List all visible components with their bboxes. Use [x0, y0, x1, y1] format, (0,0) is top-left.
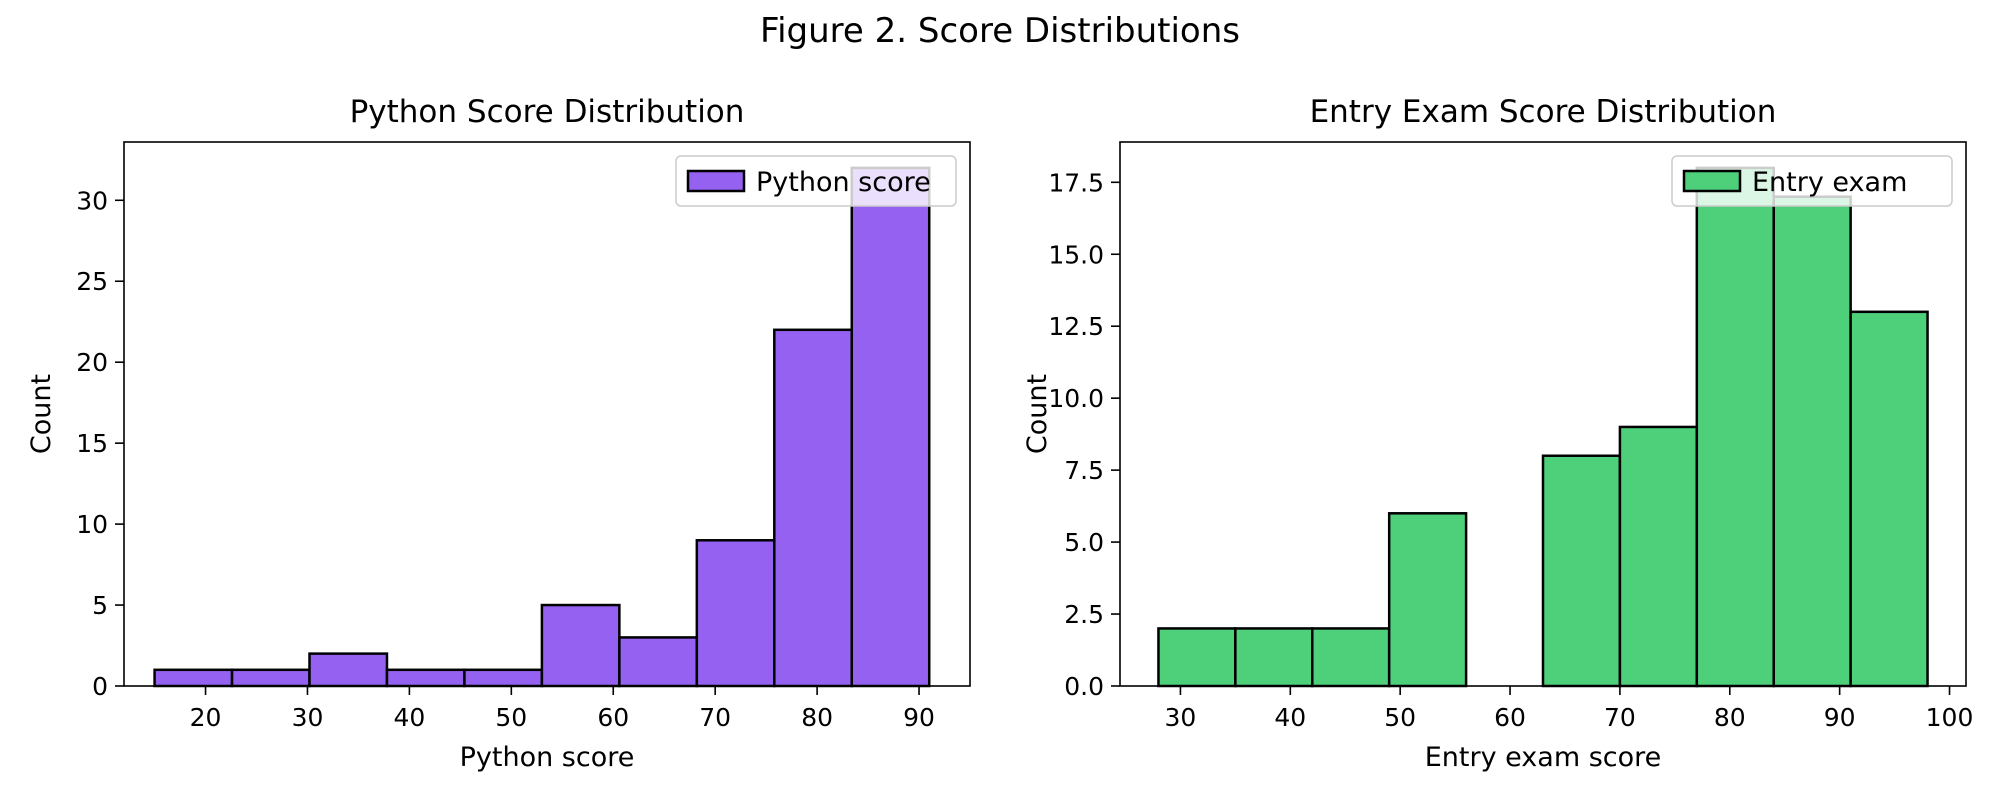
entry-bar — [1387, 512, 1468, 688]
entry-bar — [1849, 310, 1929, 688]
python-x-tick-label: 40 — [393, 703, 425, 732]
entry-panel: 30 40 50 60 70 80 90 100 0.0 2.5 5.0 7.5 10.0 12.5 15.… — [1022, 94, 1973, 773]
entry-bar — [1311, 627, 1391, 688]
entry-y-tick-label: 17.5 — [1048, 168, 1104, 197]
entry-x-tick-label: 90 — [1824, 703, 1856, 732]
python-legend-label: Python score — [756, 167, 931, 198]
python-legend: Python score — [675, 155, 957, 207]
python-bar — [230, 668, 311, 688]
python-chart-title: Python Score Distribution — [350, 94, 745, 130]
entry-x-tick-label: 60 — [1494, 703, 1526, 732]
python-bar — [695, 539, 776, 688]
python-x-tick-label: 50 — [495, 703, 527, 732]
entry-y-tick-label: 5.0 — [1064, 528, 1104, 557]
python-x-tick-label: 20 — [190, 703, 222, 732]
entry-y-tick-label: 2.5 — [1064, 600, 1104, 629]
entry-x-tick-label: 80 — [1714, 703, 1746, 732]
python-legend-box — [675, 155, 957, 207]
entry-bar — [1157, 627, 1237, 688]
entry-bar — [1772, 195, 1852, 688]
entry-y-tick-label: 7.5 — [1064, 456, 1104, 485]
entry-x-tick-label: 70 — [1604, 703, 1636, 732]
entry-x-tick-label: 50 — [1384, 703, 1416, 732]
entry-bar — [1234, 627, 1314, 688]
python-y-tick-label: 5 — [92, 591, 108, 620]
entry-y-tick-label: 12.5 — [1048, 312, 1104, 341]
python-bar — [385, 668, 466, 688]
python-y-tick-label: 0 — [92, 672, 108, 701]
python-y-axis-label: Count — [26, 374, 57, 454]
entry-x-tick-label: 40 — [1274, 703, 1306, 732]
python-legend-swatch — [686, 169, 746, 193]
python-bar — [153, 668, 234, 688]
python-panel: 20 30 40 50 60 70 80 90 0 5 10 15 20 25 30 Python Score… — [26, 94, 971, 773]
entry-x-axis-label: Entry exam score — [1425, 742, 1662, 773]
entry-y-tick-label: 0.0 — [1064, 672, 1104, 701]
entry-legend: Entry exam — [1671, 155, 1953, 207]
python-y-tick-label: 10 — [76, 510, 108, 539]
entry-x-tick-label: 30 — [1165, 703, 1197, 732]
python-x-tick-label: 60 — [597, 703, 629, 732]
entry-x-tick-label: 100 — [1926, 703, 1974, 732]
entry-bar — [1541, 454, 1622, 688]
entry-bar — [1618, 425, 1699, 688]
python-bar — [850, 166, 931, 688]
entry-chart-title: Entry Exam Score Distribution — [1310, 94, 1777, 130]
python-x-tick-label: 90 — [903, 703, 935, 732]
python-axes-frame — [123, 141, 971, 687]
entry-legend-swatch — [1682, 169, 1742, 193]
python-y-tick-label: 25 — [76, 267, 108, 296]
python-x-tick-label: 30 — [292, 703, 324, 732]
entry-legend-label: Entry exam — [1752, 167, 1907, 198]
python-x-tick-label: 70 — [699, 703, 731, 732]
python-bar — [540, 603, 621, 688]
python-x-tick-label: 80 — [801, 703, 833, 732]
python-x-axis-label: Python score — [460, 742, 635, 773]
entry-bar — [1695, 166, 1775, 688]
figure-title: Figure 2. Score Distributions — [760, 11, 1240, 51]
python-y-tick-label: 15 — [76, 429, 108, 458]
entry-axes-frame — [1119, 141, 1967, 687]
python-bar — [773, 328, 854, 688]
entry-legend-box — [1671, 155, 1953, 207]
entry-y-tick-label: 15.0 — [1048, 240, 1104, 269]
entry-y-axis-label: Count — [1022, 374, 1053, 454]
python-y-tick-label: 20 — [76, 348, 108, 377]
entry-y-tick-label: 10.0 — [1048, 384, 1104, 413]
python-bar — [463, 668, 544, 688]
python-y-tick-label: 30 — [76, 186, 108, 215]
python-bar — [618, 636, 699, 688]
python-bar — [308, 652, 389, 688]
